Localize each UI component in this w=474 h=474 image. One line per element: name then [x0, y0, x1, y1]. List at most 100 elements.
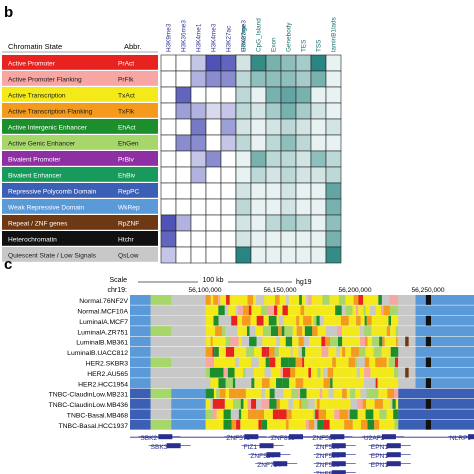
heatmap-cell — [190, 198, 207, 216]
heatmap-cell — [175, 214, 192, 232]
sample-label: LuminalA.MCF7 — [79, 319, 128, 326]
chromatin-segment — [279, 336, 286, 347]
chromatin-segment — [235, 305, 239, 316]
chromatin-segment — [150, 315, 172, 326]
chromatin-segment — [291, 409, 295, 420]
chromatin-segment — [337, 326, 342, 336]
chromatin-segment — [353, 295, 359, 305]
chromatin-segment — [334, 409, 340, 420]
chromatin-segment — [366, 399, 375, 409]
sample-label: LuminalB.MB361 — [76, 340, 128, 347]
coordinate-label: 56,100,000 — [188, 287, 221, 294]
heatmap-cell — [310, 86, 327, 104]
chromatin-segment — [390, 399, 393, 409]
chromatin-segment — [316, 295, 323, 305]
chromatin-segment — [171, 305, 206, 316]
chromatin-segment — [362, 399, 367, 409]
chromatin-segment — [243, 367, 246, 378]
chromatin-segment — [205, 378, 211, 388]
chromatin-segment — [236, 295, 242, 305]
chromatin-segment — [313, 409, 316, 420]
gene-label: ZNF580 — [316, 453, 340, 460]
state-name: Heterochromatin — [8, 236, 57, 243]
chromatin-segment — [205, 419, 209, 430]
chromatin-segment — [379, 419, 382, 430]
chromatin-segment — [340, 367, 344, 378]
state-row — [2, 151, 158, 166]
chromatin-segment — [377, 378, 387, 388]
chromatin-segment — [288, 295, 294, 305]
chromatin-segment — [333, 388, 343, 399]
chromatin-segment — [251, 357, 259, 368]
chromatin-segment — [301, 399, 309, 409]
chromatin-segment — [305, 347, 312, 357]
chromatin-segment — [386, 409, 394, 420]
state-abbr: EhGen — [118, 140, 139, 147]
chromatin-segment — [380, 388, 388, 399]
chromatin-segment — [267, 419, 273, 430]
chromatin-segment — [346, 326, 355, 336]
heatmap-cell — [175, 102, 192, 120]
chromatin-segment — [389, 295, 398, 305]
chromatin-segment — [237, 315, 243, 326]
state-name: Active Transcription Flanking — [8, 108, 93, 115]
chromatin-segment — [220, 388, 226, 399]
chromatin-segment — [264, 367, 271, 378]
chromatin-segment — [405, 367, 409, 378]
chromatin-segment — [233, 399, 241, 409]
chromatin-segment — [224, 305, 229, 316]
chromatin-segment — [261, 388, 265, 399]
chromatin-segment — [130, 326, 151, 336]
panel-c-letter: c — [4, 256, 12, 273]
heatmap-cell — [250, 70, 267, 88]
chromatin-segment — [363, 378, 369, 388]
chromatin-segment — [296, 336, 299, 347]
chromatin-segment — [415, 399, 474, 409]
chromatin-segment — [130, 295, 151, 305]
chromatin-segment — [245, 378, 252, 388]
coordinate-label: 56,250,000 — [411, 287, 444, 294]
chromatin-segment — [387, 388, 395, 399]
column-label: H3K9me3 — [166, 23, 173, 52]
chromatin-segment — [258, 357, 266, 368]
chromatin-segment — [339, 409, 348, 420]
heatmap-cell — [205, 214, 222, 232]
chromatin-segment — [308, 367, 312, 378]
chromatin-segment — [292, 347, 299, 357]
state-name: Weak Repressive Domain — [8, 204, 84, 211]
chromatin-segment — [359, 326, 365, 336]
gene-label: EPN1 — [371, 453, 389, 460]
chromatin-segment — [225, 378, 233, 388]
chromatin-segment — [316, 315, 320, 326]
heatmap-cell — [235, 166, 252, 184]
chromatin-segment — [332, 295, 337, 305]
chromatin-segment — [332, 357, 336, 368]
chromatin-segment — [370, 367, 374, 378]
heatmap-cell — [235, 246, 252, 264]
chromatin-segment — [295, 357, 303, 368]
chromatin-segment — [368, 378, 376, 388]
gene-label: NLRP9 — [450, 435, 472, 442]
chromatin-segment — [354, 336, 361, 347]
chromatin-segment — [250, 315, 257, 326]
heatmap-cell — [190, 118, 207, 136]
chromatin-segment — [150, 347, 172, 357]
heatmap-cell — [280, 214, 297, 232]
chromatin-segment — [357, 326, 360, 336]
state-abbr: TxAct — [118, 92, 135, 99]
chromatin-segment — [374, 419, 380, 430]
chromatin-segment — [171, 419, 206, 430]
column-label: H3K4me3 — [211, 23, 218, 52]
chromatin-segment — [279, 399, 289, 409]
chromatin-segment — [264, 409, 269, 420]
chromatin-segment — [388, 315, 392, 326]
state-name: Active Promoter Flanking — [8, 76, 82, 83]
column-label: CpG_Island — [256, 18, 263, 52]
chromatin-segment — [390, 326, 396, 336]
heatmap-cell — [310, 246, 327, 264]
chromatin-segment — [224, 399, 230, 409]
heatmap-cell — [190, 230, 207, 248]
coordinate-label: 56,200,000 — [338, 287, 371, 294]
state-row — [2, 183, 158, 198]
heatmap-cell — [280, 70, 297, 88]
